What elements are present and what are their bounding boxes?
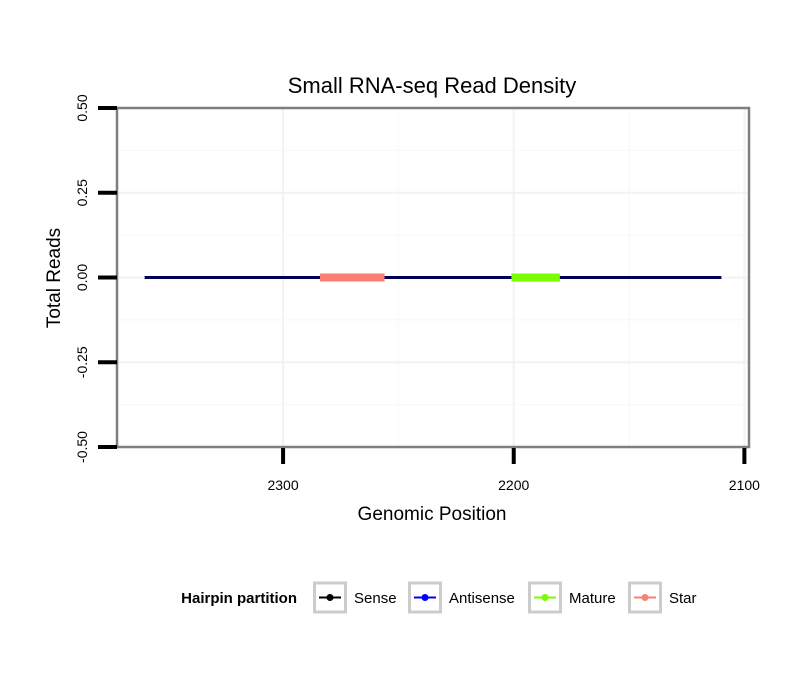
y-axis-label: Total Reads [44,228,65,328]
legend-label-mature: Mature [569,590,616,607]
x-tick-label: 2300 [267,477,298,493]
y-tick-label: 0.50 [74,94,90,121]
chart-title: Small RNA-seq Read Density [288,73,577,98]
plot-area: 2300 2200 2100 0.50 0.25 0.00 -0.25 -0.50 [74,94,760,493]
legend-point-mature [541,594,549,601]
y-tick-label: 0.25 [74,179,90,206]
legend-point-antisense [421,594,429,601]
y-tick-label: -0.50 [74,431,90,463]
x-tick-label: 2100 [729,477,760,493]
legend: Hairpin partition Sense Antisense Mature St… [181,581,697,614]
x-axis-label: Genomic Position [358,504,507,525]
legend-title: Hairpin partition [181,590,297,607]
y-tick-label: -0.25 [74,346,90,378]
legend-label-sense: Sense [354,590,397,607]
x-tick-label: 2200 [498,477,529,493]
legend-label-star: Star [669,590,697,607]
legend-label-antisense: Antisense [449,590,515,607]
y-tick-label: 0.00 [74,264,90,291]
legend-point-sense [326,594,334,601]
legend-point-star [641,594,649,601]
